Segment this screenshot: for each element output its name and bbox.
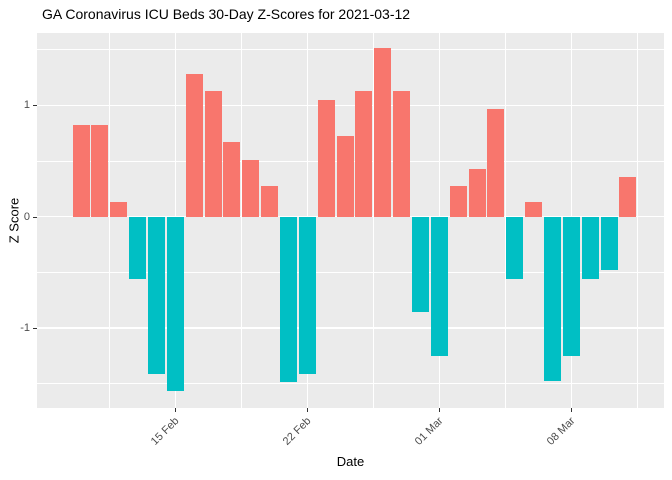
x-tick-label: 08 Mar [545, 415, 578, 448]
bar [261, 185, 279, 217]
x-tick-label: 01 Mar [413, 415, 446, 448]
y-tick-mark [33, 216, 37, 218]
bar [449, 185, 467, 217]
gridline-major-horizontal [37, 327, 664, 329]
y-tick-mark [33, 328, 37, 329]
bar [562, 216, 580, 356]
y-tick-label: 1 [23, 99, 30, 112]
gridline-minor-horizontal [37, 271, 664, 273]
x-tick-mark [571, 408, 573, 412]
gridline-minor-vertical [108, 33, 110, 408]
bar [110, 202, 128, 217]
bar [242, 159, 260, 217]
gridline-minor-vertical [636, 33, 638, 408]
bar [430, 216, 448, 356]
bar [336, 135, 354, 217]
y-tick-label: 0 [23, 210, 30, 223]
bar [91, 125, 109, 217]
bar [487, 108, 505, 217]
bar [411, 216, 429, 313]
gridline-minor-vertical [504, 33, 506, 408]
gridline-minor-horizontal [37, 49, 664, 51]
bar [223, 142, 241, 217]
gridline-major-horizontal [37, 104, 664, 107]
chart-title: GA Coronavirus ICU Beds 30-Day Z-Scores … [42, 6, 411, 22]
bar [166, 216, 184, 392]
x-tick-mark [307, 408, 309, 412]
x-tick-label: 15 Feb [149, 415, 182, 448]
gridline-minor-vertical [372, 33, 374, 408]
bar [317, 99, 335, 217]
bar [147, 216, 165, 374]
bar [204, 90, 222, 217]
y-tick-mark [33, 105, 37, 107]
bar [506, 216, 524, 279]
bar [581, 216, 599, 279]
bar [279, 216, 297, 383]
bar [468, 168, 486, 217]
bar [393, 90, 411, 217]
bar [129, 216, 147, 279]
bar [355, 90, 373, 217]
x-tick-mark [439, 408, 441, 412]
y-tick-label: -1 [20, 322, 30, 334]
bar [72, 125, 90, 217]
bar [374, 47, 392, 217]
bar [619, 176, 637, 217]
bar [543, 216, 561, 382]
x-tick-mark [175, 408, 177, 412]
x-tick-label: 22 Feb [281, 415, 314, 448]
gridline-minor-horizontal [37, 383, 664, 385]
bar [525, 202, 543, 217]
gridline-minor-vertical [240, 33, 242, 408]
bar [185, 74, 203, 217]
plot-panel [37, 33, 664, 408]
bar [600, 216, 618, 271]
x-axis-title: Date [336, 454, 365, 469]
bar [298, 216, 316, 374]
